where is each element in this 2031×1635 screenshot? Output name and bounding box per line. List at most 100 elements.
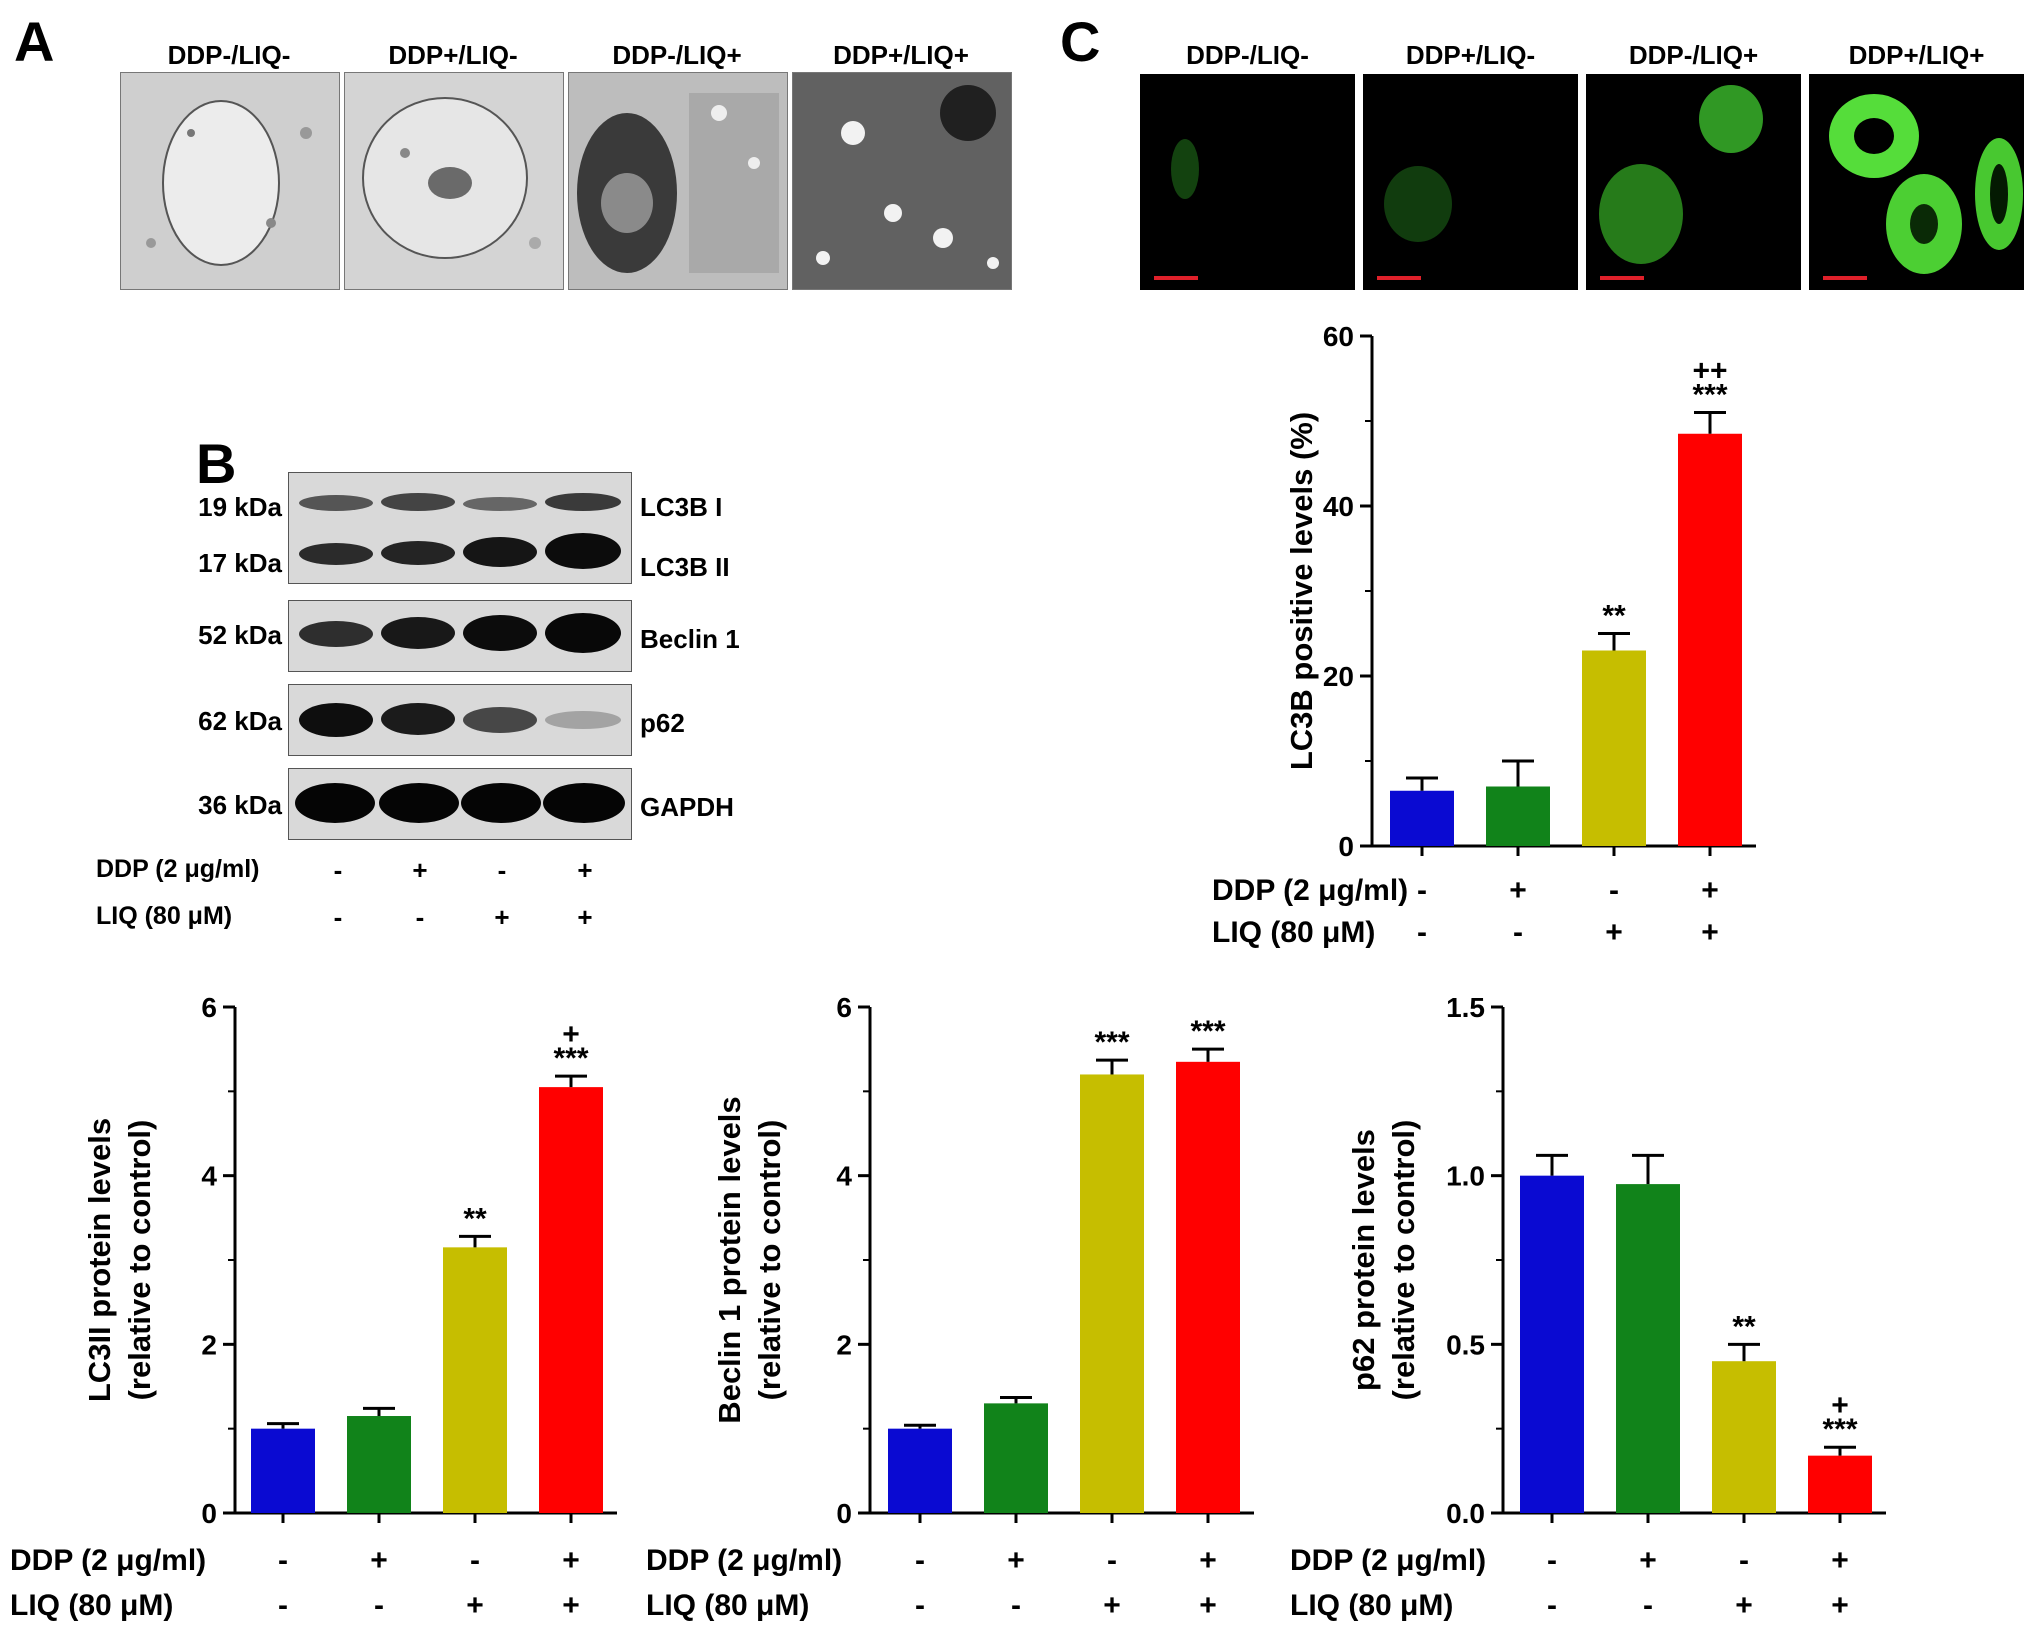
treatment-label: LIQ (80 μM) [1290,1589,1453,1622]
treatment-sign: + [562,1589,580,1622]
blot-p62 [288,684,632,756]
significance-label: *** [553,1042,588,1075]
treatment-sign: - [415,902,425,932]
y-tick-label: 4 [836,1161,852,1192]
blot-name: LC3B I [640,492,723,522]
y-axis-label: p62 protein levels [1346,1129,1381,1391]
treatment-sign: + [577,902,593,932]
treatment-label: LIQ (80 μM) [10,1589,173,1622]
treatment-sign: - [915,1589,925,1622]
y-axis-label: (relative to control) [1386,1120,1421,1401]
blot-beclin1 [288,600,632,672]
y-tick-label: 6 [836,992,852,1023]
panel-a-title-4: DDP+/LIQ+ [833,40,969,70]
treatment-sign: + [562,1544,580,1577]
treatment-sign: - [333,855,343,885]
y-tick-label: 0.0 [1446,1498,1485,1529]
panel-a-title-3: DDP-/LIQ+ [612,40,742,70]
treatment-sign: - [278,1589,288,1622]
y-axis-label: Beclin 1 protein levels [712,1096,747,1423]
panel-b-letter: B [196,432,237,495]
significance-label: + [1831,1389,1849,1422]
panel-a-letter: A [14,10,55,73]
treatment-sign: - [1547,1589,1557,1622]
bar [1390,790,1454,846]
treatment-sign: + [1831,1544,1849,1577]
treatment-sign: - [374,1589,384,1622]
scale-bar [1377,276,1421,280]
y-tick-label: 6 [201,992,217,1023]
treatment-sign: + [466,1589,484,1622]
treatment-label: DDP (2 μg/ml) [1212,874,1408,907]
significance-label: ** [1602,600,1626,633]
panel-c-letter: C [1060,10,1101,73]
y-tick-label: 20 [1323,661,1354,692]
treatment-sign: + [1701,874,1719,907]
treatment-sign: + [1007,1544,1025,1577]
kda-label: 19 kDa [198,492,282,522]
treatment-label: DDP (2 μg/ml) [1290,1544,1486,1577]
y-axis-label: LC3B positive levels (%) [1284,412,1319,770]
bar [347,1416,411,1513]
significance-label: *** [1822,1413,1857,1446]
blot-name: p62 [640,708,685,738]
kda-label: 52 kDa [198,620,282,650]
panel-a-title-2: DDP+/LIQ- [388,40,518,70]
significance-label: + [562,1018,580,1051]
treatment-sign: - [1643,1589,1653,1622]
em-image-liq [568,72,788,290]
treatment-label: LIQ (80 μM) [1212,916,1375,949]
y-tick-label: 2 [201,1329,217,1360]
treatment-sign: + [1199,1589,1217,1622]
kda-label: 36 kDa [198,790,282,820]
panel-c-title-3: DDP-/LIQ+ [1628,40,1759,70]
bar [251,1428,315,1513]
bar [1678,433,1742,846]
treatment-sign: + [1605,916,1623,949]
y-tick-label: 40 [1323,491,1354,522]
if-image-ddp [1363,74,1578,290]
y-axis-label: (relative to control) [122,1120,157,1401]
blot-name: LC3B II [640,552,730,582]
treatment-sign: + [577,855,593,885]
bar [1582,650,1646,846]
bar [1712,1361,1776,1513]
significance-label: *** [1692,379,1727,412]
treatment-label: DDP (2 μg/ml) [646,1544,842,1577]
y-tick-label: 4 [201,1161,217,1192]
kda-label: 62 kDa [198,706,282,736]
y-tick-label: 0.5 [1446,1329,1485,1360]
em-image-ddp [344,72,564,290]
treatment-sign: - [915,1544,925,1577]
treatment-sign: - [278,1544,288,1577]
treatment-sign: - [497,855,507,885]
y-tick-label: 1.0 [1446,1161,1485,1192]
treatment-sign: + [494,902,510,932]
scale-bar [1600,276,1644,280]
em-image-ddp-liq [792,72,1012,290]
treatment-sign: + [1199,1544,1217,1577]
significance-label: *** [1094,1026,1129,1059]
panel-c-title-4: DDP+/LIQ+ [1848,40,1985,70]
y-tick-label: 0 [836,1498,852,1529]
y-tick-label: 2 [836,1329,852,1360]
em-image-control [120,72,340,290]
y-tick-label: 1.5 [1446,992,1485,1023]
bar [539,1087,603,1513]
bar [443,1247,507,1513]
scale-bar [1154,276,1198,280]
treatment-sign: - [1107,1544,1117,1577]
panel-a-title-1: DDP-/LIQ- [167,40,291,70]
kda-label: 17 kDa [198,548,282,578]
treatment-sign: - [1513,916,1523,949]
blot-name: Beclin 1 [640,624,740,654]
treatment-label-ddp: DDP (2 μg/ml) [96,855,260,883]
y-axis-label: LC3II protein levels [82,1118,117,1402]
y-tick-label: 60 [1323,321,1354,352]
bar [1176,1061,1240,1513]
if-image-control [1140,74,1355,290]
if-image-ddp-liq [1809,74,2024,290]
treatment-sign: + [1639,1544,1657,1577]
treatment-sign: + [1701,916,1719,949]
